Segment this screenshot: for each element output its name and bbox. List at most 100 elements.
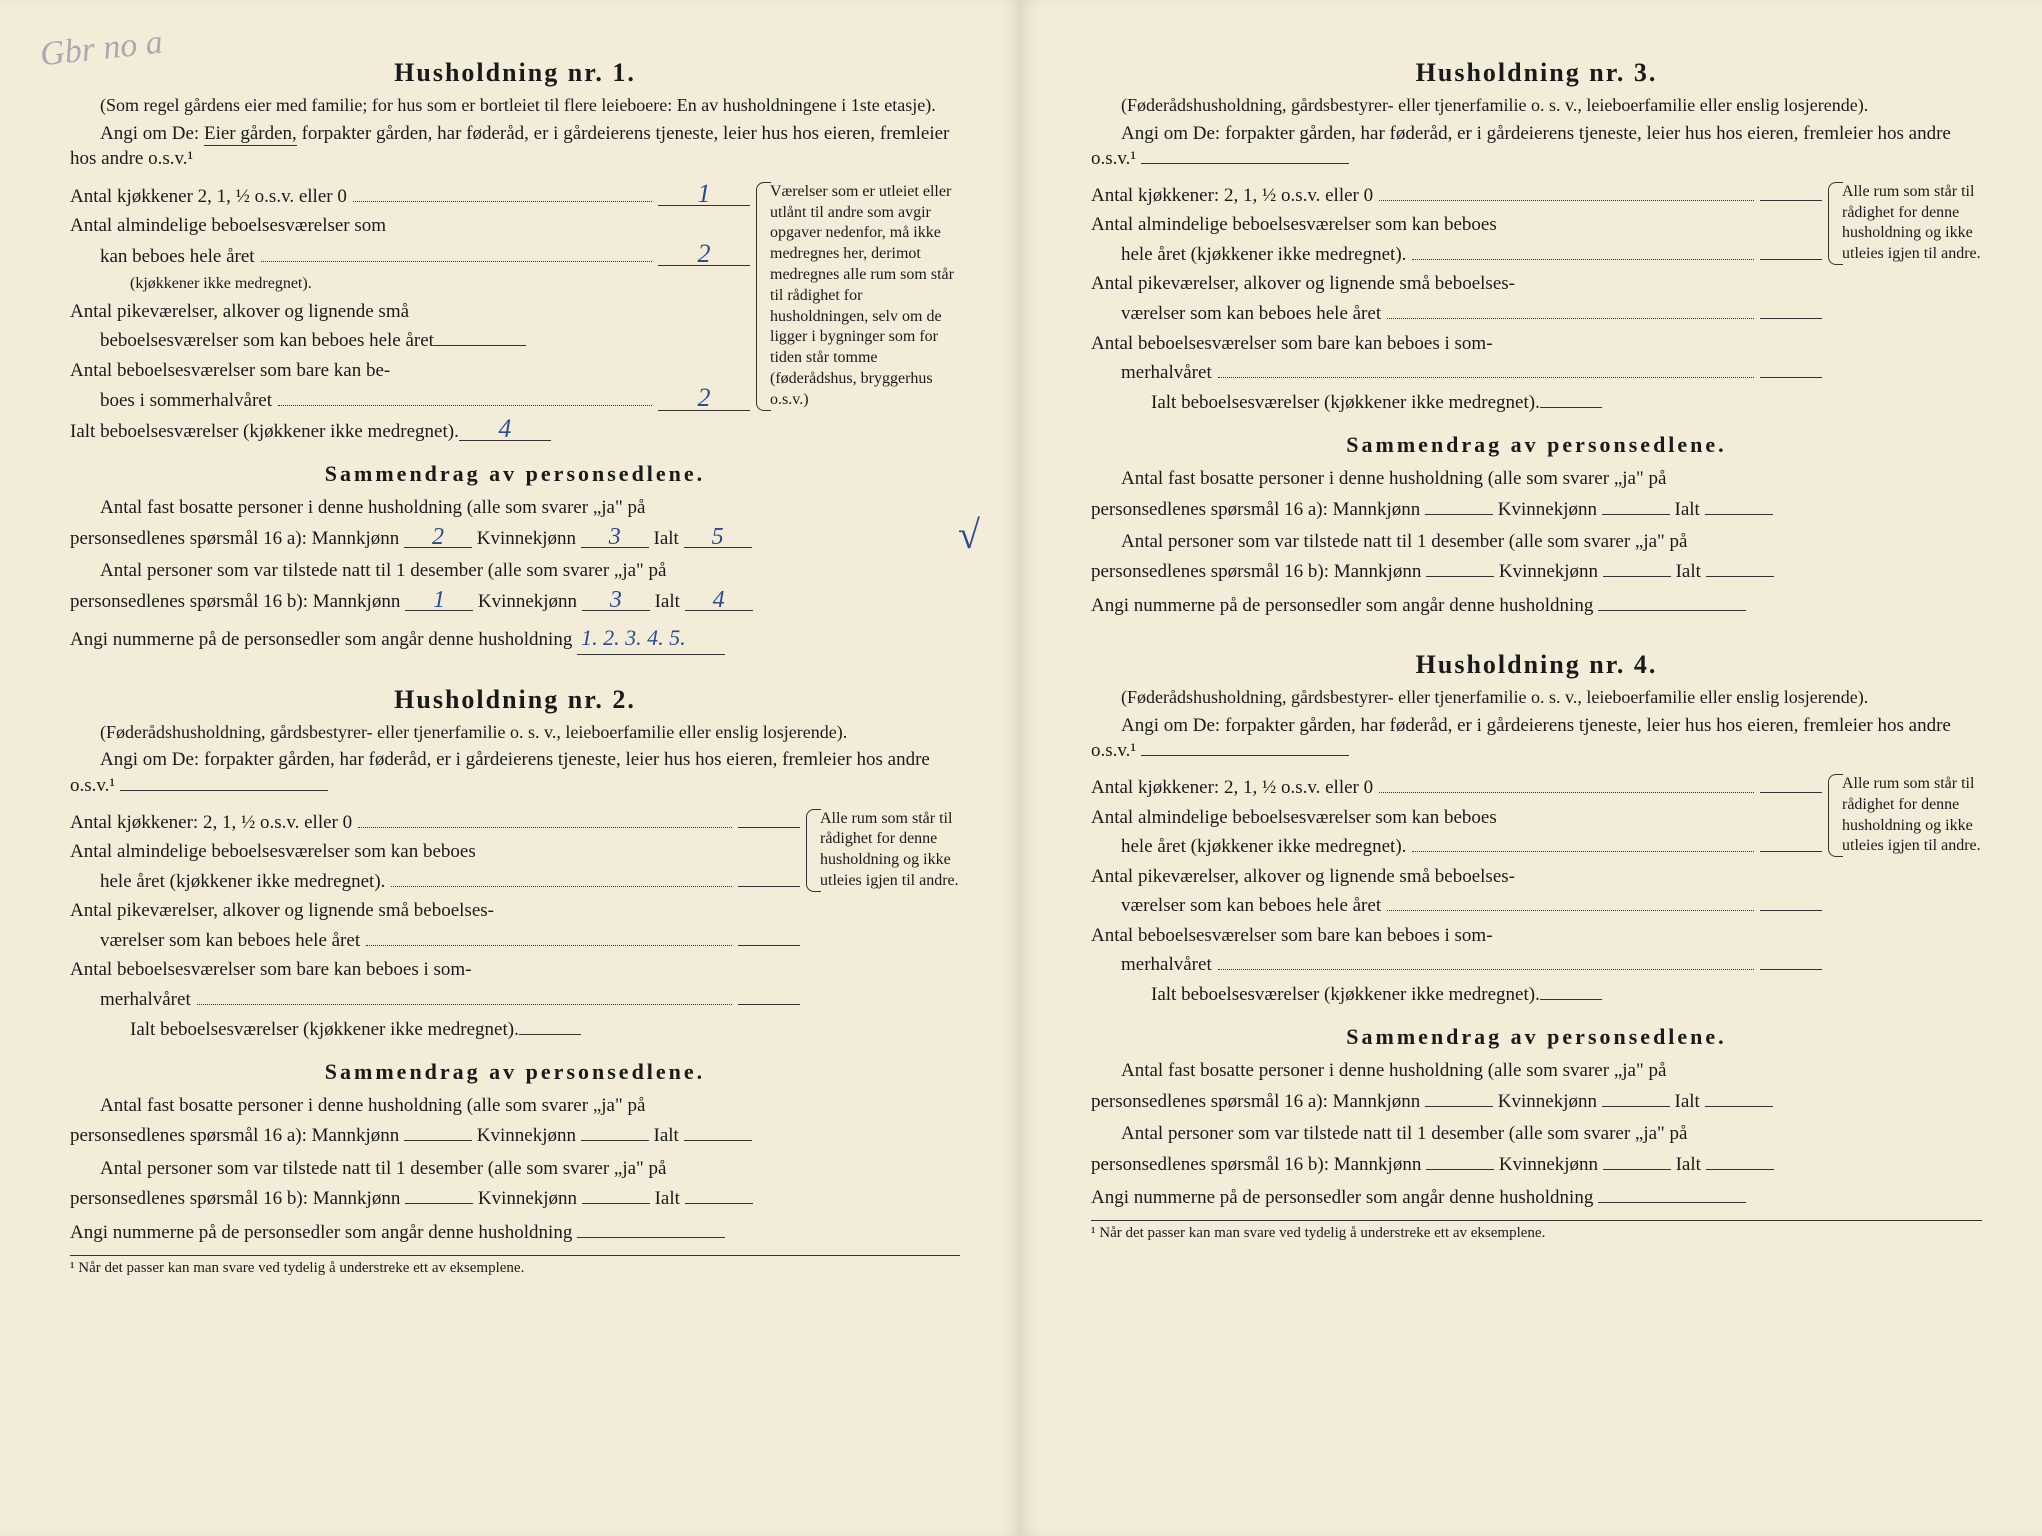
kvinnekjonn-1: 3 xyxy=(581,528,649,548)
row-living-label-b: hele året (kjøkkener ikke medregnet). xyxy=(70,868,385,896)
household-4-sidebox: Alle rum som står til rådighet for denne… xyxy=(1832,774,1982,857)
mannkjonn-1 xyxy=(404,1140,472,1141)
kvinnekjonn-label: Kvinnekjønn xyxy=(478,1188,577,1209)
row-total-value xyxy=(1540,999,1602,1000)
sum2a: Antal personer som var tilstede natt til… xyxy=(1121,531,1687,552)
row-living-label-a: Antal almindelige beboelsesværelser som xyxy=(70,212,386,240)
row-summer-label-a: Antal beboelsesværelser som bare kan beb… xyxy=(70,956,472,984)
kvinnekjonn-2 xyxy=(582,1203,650,1204)
household-3-rows: Antal kjøkkener: 2, 1, ½ o.s.v. eller 0 … xyxy=(1091,182,1822,418)
household-4: Husholdning nr. 4. (Føderådshusholdning,… xyxy=(1091,650,1982,1242)
instruct-rest: forpakter gården, har føderåd, er i gård… xyxy=(1091,715,1951,762)
mannkjonn-1 xyxy=(1425,1106,1493,1107)
household-2-title: Husholdning nr. 2. xyxy=(70,685,960,715)
row-living-b: kan beboes hele året 2 xyxy=(70,242,750,271)
row-kitchen-label: Antal kjøkkener 2, 1, ½ o.s.v. eller 0 xyxy=(70,183,347,211)
row-kitchen-value xyxy=(1760,792,1822,793)
household-2-paren: (Føderådshusholdning, gårdsbestyrer- ell… xyxy=(70,721,960,744)
mannkjonn-2: 1 xyxy=(405,591,473,611)
mannkjonn-2 xyxy=(1426,1169,1494,1170)
sum2b: personsedlenes spørsmål 16 b): Mannkjønn xyxy=(1091,1154,1421,1175)
footnote-text: Når det passer kan man svare ved tydelig… xyxy=(78,1260,524,1276)
instruct-rest: forpakter gården, har føderåd, er i gård… xyxy=(70,123,949,170)
sum2b: personsedlenes spørsmål 16 b): Mannkjønn xyxy=(1091,561,1421,582)
instruct-prefix: Angi om De: xyxy=(100,123,199,144)
ialt-2 xyxy=(1706,576,1774,577)
summary-line-2: Antal personer som var tilstede natt til… xyxy=(70,556,960,617)
instruct-blank xyxy=(120,790,328,791)
instruct-prefix: Angi om De: xyxy=(100,749,199,770)
household-3-title: Husholdning nr. 3. xyxy=(1091,58,1982,88)
row-maid-label-a: Antal pikeværelser, alkover og lignende … xyxy=(70,298,409,326)
row-summer-a: Antal beboelsesværelser som bare kan be- xyxy=(70,357,750,385)
household-1: Husholdning nr. 1. (Som regel gårdens ei… xyxy=(70,58,960,655)
household-3-paren: (Føderådshusholdning, gårdsbestyrer- ell… xyxy=(1091,94,1982,117)
row-maid-label-b: værelser som kan beboes hele året xyxy=(1091,300,1381,328)
summary-line-1: Antal fast bosatte personer i denne hush… xyxy=(70,493,960,554)
row-total: Ialt beboelsesværelser (kjøkkener ikke m… xyxy=(70,417,750,446)
household-1-sidebox: Værelser som er utleiet eller utlånt til… xyxy=(760,182,960,411)
footnote-text: Når det passer kan man svare ved tydelig… xyxy=(1099,1225,1545,1241)
ialt-1 xyxy=(1705,514,1773,515)
household-3-instruct: Angi om De: forpakter gården, har føderå… xyxy=(1091,121,1982,172)
row-maid-value xyxy=(738,945,800,946)
kvinnekjonn-label: Kvinnekjønn xyxy=(478,591,577,612)
row-total-label: Ialt beboelsesværelser (kjøkkener ikke m… xyxy=(70,418,459,446)
page-left: Gbr no a Husholdning nr. 1. (Som regel g… xyxy=(0,0,1021,1536)
kvinnekjonn-label: Kvinnekjønn xyxy=(1499,561,1598,582)
angi-line-4: Angi nummerne på de personsedler som ang… xyxy=(1091,1184,1982,1213)
sum2a: Antal personer som var tilstede natt til… xyxy=(1121,1123,1687,1144)
row-maid-label-a: Antal pikeværelser, alkover og lignende … xyxy=(1091,270,1515,298)
mannkjonn-2 xyxy=(1426,576,1494,577)
row-kitchen-value xyxy=(1760,200,1822,201)
row-living-label-c: (kjøkkener ikke medregnet). xyxy=(70,272,312,295)
row-living-label-b: hele året (kjøkkener ikke medregnet). xyxy=(1091,241,1406,269)
ialt-1 xyxy=(1705,1106,1773,1107)
ialt-label: Ialt xyxy=(655,591,680,612)
dots xyxy=(278,405,652,406)
ialt-label: Ialt xyxy=(1676,561,1701,582)
instruct-blank xyxy=(1141,163,1349,164)
row-living-label-a: Antal almindelige beboelsesværelser som … xyxy=(1091,211,1497,239)
household-1-paren: (Som regel gårdens eier med familie; for… xyxy=(70,94,960,117)
sum1b: personsedlenes spørsmål 16 a): Mannkjønn xyxy=(70,528,399,549)
ialt-label: Ialt xyxy=(1676,1154,1701,1175)
household-3-summary-title: Sammendrag av personsedlene. xyxy=(1091,432,1982,458)
row-living-label-a: Antal almindelige beboelsesværelser som … xyxy=(1091,804,1497,832)
sum2a: Antal personer som var tilstede natt til… xyxy=(100,560,666,581)
household-2-instruct: Angi om De: forpakter gården, har føderå… xyxy=(70,747,960,798)
angi-label: Angi nummerne på de personsedler som ang… xyxy=(70,1222,572,1243)
row-kitchen: Antal kjøkkener 2, 1, ½ o.s.v. eller 0 1 xyxy=(70,182,750,211)
kvinnekjonn-label: Kvinnekjønn xyxy=(1499,1154,1598,1175)
household-3-sidebox: Alle rum som står til rådighet for denne… xyxy=(1832,182,1982,265)
summary-line-1: Antal fast bosatte personer i denne hush… xyxy=(1091,464,1982,525)
ialt-1 xyxy=(684,1140,752,1141)
row-summer-value xyxy=(1760,377,1822,378)
household-1-rows: Antal kjøkkener 2, 1, ½ o.s.v. eller 0 1… xyxy=(70,182,750,448)
angi-line-2: Angi nummerne på de personsedler som ang… xyxy=(70,1219,960,1248)
sidebox-text: Alle rum som står til rådighet for denne… xyxy=(1842,183,1981,262)
sum1b: personsedlenes spørsmål 16 a): Mannkjønn xyxy=(1091,499,1420,520)
sum2b: personsedlenes spørsmål 16 b): Mannkjønn xyxy=(70,591,400,612)
household-1-title: Husholdning nr. 1. xyxy=(70,58,960,88)
footnote-left: ¹ Når det passer kan man svare ved tydel… xyxy=(70,1255,960,1277)
kvinnekjonn-label: Kvinnekjønn xyxy=(477,528,576,549)
row-kitchen-value: 1 xyxy=(658,182,750,206)
dots xyxy=(261,261,652,262)
household-4-summary-title: Sammendrag av personsedlene. xyxy=(1091,1024,1982,1050)
row-maid-label-b: beboelsesværelser som kan beboes hele år… xyxy=(70,327,434,355)
row-maid-label-b: værelser som kan beboes hele året xyxy=(1091,892,1381,920)
instruct-underlined: Eier gården, xyxy=(204,123,297,146)
sum1a: Antal fast bosatte personer i denne hush… xyxy=(100,497,645,518)
summary-line-2: Antal personer som var tilstede natt til… xyxy=(1091,1119,1982,1180)
mannkjonn-1: 2 xyxy=(404,528,472,548)
row-living-c: (kjøkkener ikke medregnet). xyxy=(70,272,750,295)
angi-line-1: Angi nummerne på de personsedler som ang… xyxy=(70,621,960,655)
household-2-rows: Antal kjøkkener: 2, 1, ½ o.s.v. eller 0 … xyxy=(70,809,800,1045)
row-living-label-b: kan beboes hele året xyxy=(70,243,255,271)
row-total-value xyxy=(519,1034,581,1035)
row-kitchen-value xyxy=(738,827,800,828)
instruct-blank xyxy=(1141,755,1349,756)
mannkjonn-2 xyxy=(405,1203,473,1204)
sum1a: Antal fast bosatte personer i denne hush… xyxy=(100,1095,645,1116)
